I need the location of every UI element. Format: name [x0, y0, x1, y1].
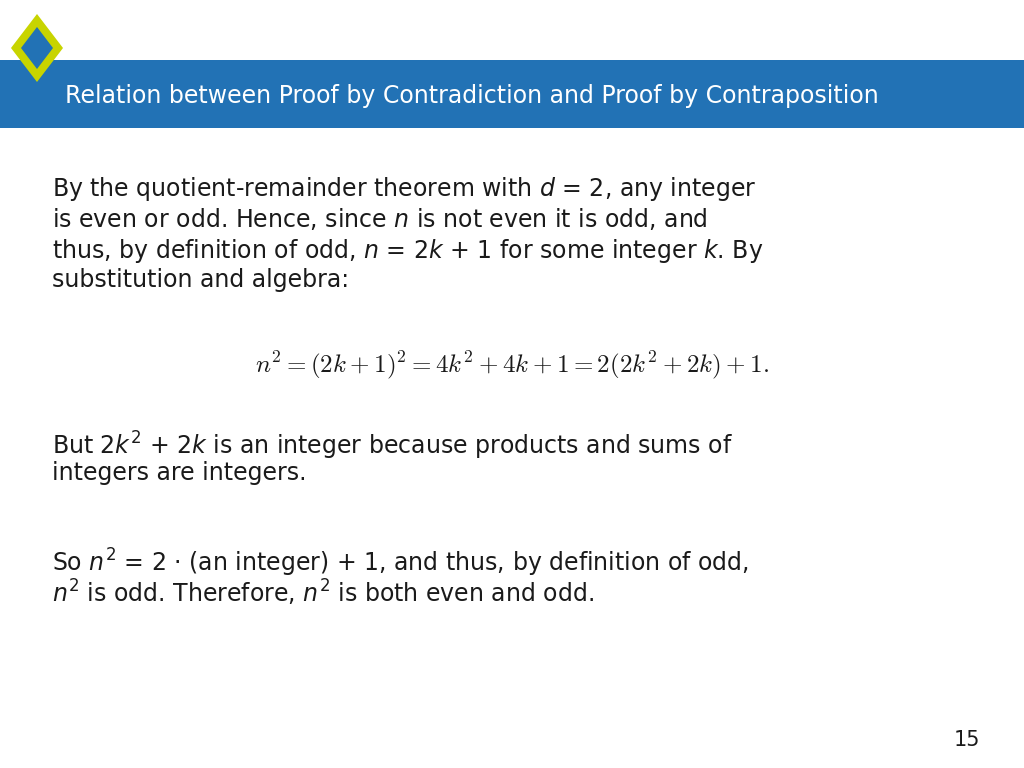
Polygon shape — [22, 27, 53, 69]
Text: 15: 15 — [953, 730, 980, 750]
Text: $n^2 = (2k + 1)^2 = 4k^2 + 4k + 1 = 2(2k^2 + 2k) + 1.$: $n^2 = (2k + 1)^2 = 4k^2 + 4k + 1 = 2(2k… — [255, 349, 769, 381]
Text: So $n^2$ = 2 $\cdot$ (an integer) + 1, and thus, by definition of odd,: So $n^2$ = 2 $\cdot$ (an integer) + 1, a… — [52, 547, 750, 579]
Text: thus, by definition of odd, $n$ = 2$k$ + 1 for some integer $k$. By: thus, by definition of odd, $n$ = 2$k$ +… — [52, 237, 764, 265]
Text: But 2$k^2$ + 2$k$ is an integer because products and sums of: But 2$k^2$ + 2$k$ is an integer because … — [52, 430, 733, 462]
Text: By the quotient-remainder theorem with $d$ = 2, any integer: By the quotient-remainder theorem with $… — [52, 175, 757, 203]
Text: Relation between Proof by Contradiction and Proof by Contraposition: Relation between Proof by Contradiction … — [65, 84, 879, 108]
Text: is even or odd. Hence, since $n$ is not even it is odd, and: is even or odd. Hence, since $n$ is not … — [52, 206, 708, 232]
Text: substitution and algebra:: substitution and algebra: — [52, 268, 349, 292]
Polygon shape — [11, 14, 63, 82]
Bar — [0, 60, 1024, 128]
Text: $n^2$ is odd. Therefore, $n^2$ is both even and odd.: $n^2$ is odd. Therefore, $n^2$ is both e… — [52, 578, 594, 608]
Text: integers are integers.: integers are integers. — [52, 461, 306, 485]
